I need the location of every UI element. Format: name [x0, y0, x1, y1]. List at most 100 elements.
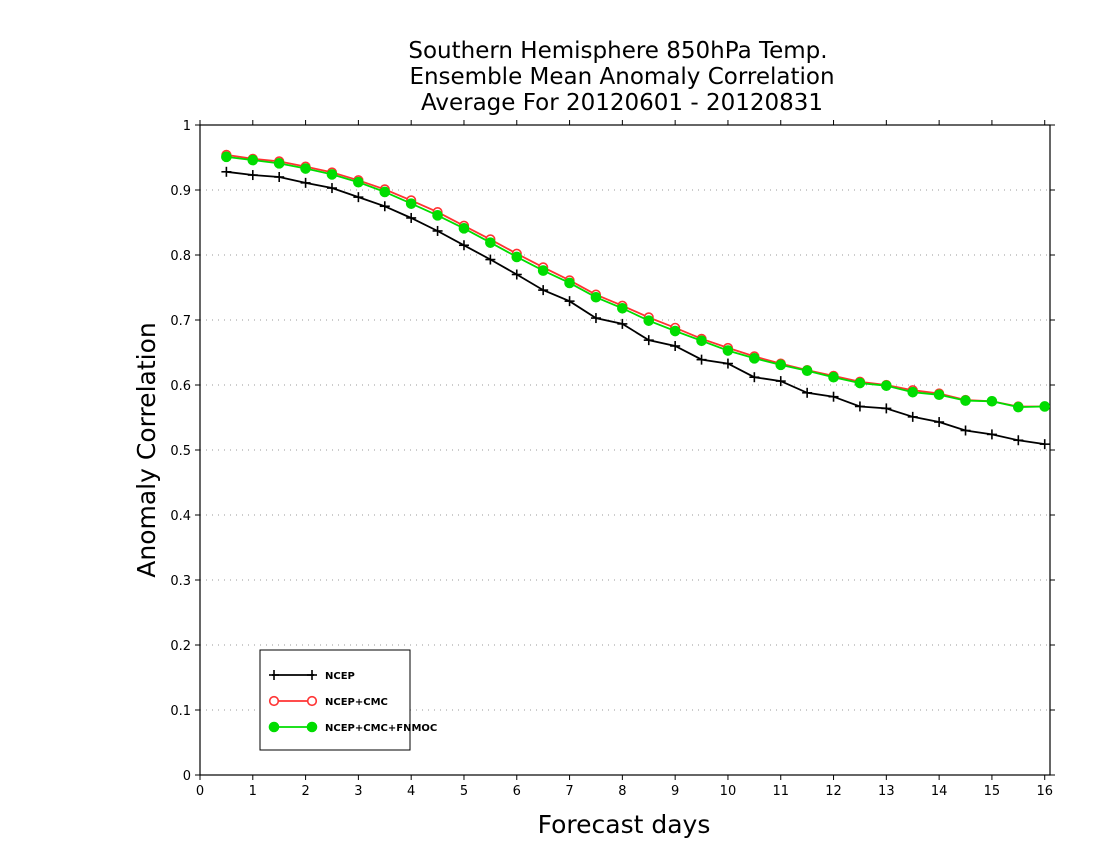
data-point	[696, 354, 707, 365]
data-point	[306, 721, 318, 733]
title-line-1: Southern Hemisphere 850hPa Temp.	[408, 38, 827, 64]
data-point	[722, 345, 734, 356]
data-point	[273, 158, 285, 169]
data-point	[1039, 439, 1050, 450]
legend-item: NCEP+CMC	[268, 695, 388, 708]
data-point	[326, 169, 338, 180]
data-point	[432, 225, 443, 236]
x-tick-label: 12	[825, 784, 842, 799]
data-point	[643, 315, 655, 326]
data-point	[326, 183, 337, 194]
data-point	[1013, 435, 1024, 446]
data-point	[458, 240, 469, 251]
y-tick-label: 0.9	[170, 184, 191, 199]
series-ncep-cmc	[221, 149, 1050, 412]
data-point	[268, 721, 280, 733]
data-point	[907, 386, 919, 398]
data-point	[485, 237, 496, 248]
data-point	[564, 277, 575, 289]
x-axis-title: Forecast days	[538, 810, 711, 839]
y-tick-label: 0.2	[170, 639, 191, 654]
data-point	[775, 376, 786, 387]
data-point	[986, 429, 997, 440]
y-axis-title: Anomaly Correlation	[132, 322, 161, 577]
data-point	[828, 371, 839, 383]
chart-title: Southern Hemisphere 850hPa Temp. Ensembl…	[408, 38, 834, 116]
legend-box	[259, 649, 411, 751]
series-group	[221, 149, 1051, 450]
data-point	[458, 223, 470, 234]
data-point	[749, 372, 760, 383]
x-tick-label: 5	[460, 784, 468, 799]
data-point	[960, 425, 971, 436]
data-point	[590, 313, 601, 324]
data-point	[221, 166, 232, 177]
x-tick-label: 4	[407, 784, 415, 799]
x-tick-label: 1	[249, 784, 257, 799]
y-tick-label: 0	[183, 769, 191, 784]
data-point	[749, 353, 760, 364]
series-ncep-cmc-fnmoc	[221, 151, 1051, 413]
y-tick-label: 0.1	[170, 704, 191, 719]
data-point	[307, 670, 317, 680]
y-tick-label: 0.7	[170, 314, 191, 329]
data-point	[617, 303, 628, 314]
data-point	[379, 201, 390, 212]
data-point	[274, 172, 285, 182]
data-point	[907, 411, 918, 422]
x-tick-label: 6	[513, 784, 521, 799]
data-point	[986, 395, 998, 407]
data-point	[300, 177, 311, 188]
axis-ticks: 00.10.20.30.40.50.60.70.80.910 1 2 3 4 5 6 7 8 9 1…	[170, 119, 1055, 799]
data-point	[828, 391, 839, 402]
data-point	[801, 365, 813, 377]
x-tick-label: 15	[984, 784, 1001, 799]
legend-label: NCEP+CMC	[325, 697, 388, 708]
data-point	[934, 417, 945, 428]
data-point	[669, 325, 681, 337]
x-tick-label: 2	[301, 784, 309, 799]
data-point	[269, 670, 279, 680]
data-point	[353, 176, 364, 188]
x-tick-label: 13	[878, 784, 895, 799]
x-tick-label: 7	[565, 784, 573, 799]
y-tick-label: 0.5	[170, 444, 191, 459]
y-tick-label: 1	[183, 119, 191, 134]
data-point	[881, 403, 892, 414]
data-point	[670, 341, 681, 351]
data-point	[802, 387, 813, 398]
data-point	[590, 291, 602, 303]
legend-item: NCEP+CMC+FNMOC	[268, 721, 437, 734]
y-tick-label: 0.3	[170, 574, 191, 589]
data-point	[268, 695, 280, 707]
data-point	[247, 154, 259, 166]
x-tick-label: 10	[720, 784, 737, 799]
data-point	[247, 170, 258, 181]
grid	[200, 189, 1050, 711]
data-point	[696, 335, 707, 347]
data-point	[538, 285, 549, 296]
data-point	[881, 380, 892, 391]
data-point	[511, 269, 522, 280]
legend: NCEP NCEP+CMC NCEP+CMC+FNMOC	[259, 649, 437, 751]
y-tick-label: 0.4	[170, 509, 191, 524]
data-point	[405, 198, 417, 209]
data-point	[775, 359, 787, 371]
data-point	[722, 358, 733, 369]
data-point	[221, 151, 232, 163]
legend-label: NCEP+CMC+FNMOC	[325, 723, 437, 734]
x-tick-label: 0	[196, 784, 204, 799]
data-point	[432, 210, 443, 221]
title-line-3: Average For 20120601 - 20120831	[421, 90, 823, 116]
data-point	[306, 695, 318, 707]
data-point	[537, 265, 549, 276]
series-line	[226, 154, 1045, 408]
data-point	[564, 296, 575, 307]
data-point	[854, 401, 865, 412]
legend-item: NCEP	[269, 670, 355, 682]
legend-label: NCEP	[325, 671, 355, 682]
x-tick-label: 9	[671, 784, 679, 799]
data-point	[406, 212, 417, 223]
data-point	[1039, 401, 1051, 412]
